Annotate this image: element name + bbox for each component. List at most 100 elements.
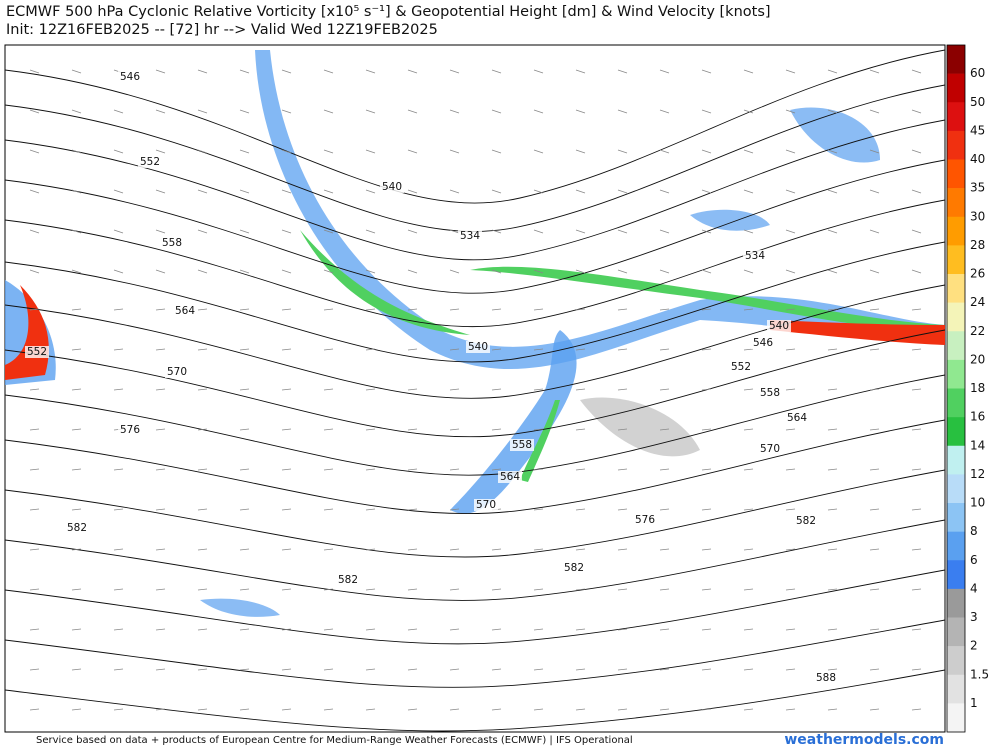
wind-arrow	[323, 588, 334, 591]
label-backdrop	[160, 237, 184, 249]
contour-label: 588	[816, 672, 836, 684]
wind-arrow	[491, 269, 502, 274]
contour-label: 540	[769, 320, 789, 332]
wind-arrow	[575, 628, 586, 631]
wind-arrow	[869, 149, 880, 154]
wind-arrow	[491, 588, 502, 591]
colorbar-label: 30	[970, 209, 985, 223]
colorbar-swatch	[947, 188, 965, 218]
wind-arrow	[911, 388, 922, 391]
wind-arrow	[911, 508, 922, 511]
colorbar-label: 50	[970, 95, 985, 109]
contour-label: 552	[27, 346, 47, 358]
wind-arrow	[701, 189, 712, 194]
wind-arrow	[743, 508, 754, 511]
label-backdrop	[165, 366, 189, 378]
colorbar-label: 22	[970, 324, 985, 338]
contour-label: 552	[731, 361, 751, 373]
wind-arrow	[869, 708, 880, 711]
label-backdrop	[767, 320, 791, 332]
contour-line	[4, 669, 946, 732]
wind-arrow	[827, 468, 838, 471]
wind-arrow	[575, 308, 586, 311]
wind-arrow	[323, 428, 334, 431]
wind-arrow	[155, 588, 166, 591]
wind-arrow	[911, 708, 922, 711]
wind-arrow	[869, 388, 880, 391]
wind-arrow	[701, 428, 712, 431]
wind-arrow	[239, 229, 250, 234]
wind-arrow	[659, 388, 670, 391]
wind-arrow	[29, 508, 40, 511]
wind-arrow	[281, 508, 292, 511]
wind-arrow	[785, 149, 796, 154]
wind-arrow	[155, 69, 166, 74]
wind-arrow	[911, 269, 922, 274]
contour-line	[4, 569, 946, 645]
contour-label: 552	[140, 156, 160, 168]
colorbar-swatch	[947, 73, 965, 103]
wind-arrow	[911, 468, 922, 471]
wind-arrow	[827, 149, 838, 154]
wind-arrow	[575, 708, 586, 711]
wind-arrow	[575, 109, 586, 114]
wind-arrow	[827, 308, 838, 311]
wind-arrow	[407, 548, 418, 551]
wind-arrow	[113, 348, 124, 351]
wind-arrow	[407, 269, 418, 274]
wind-arrow	[575, 388, 586, 391]
wind-arrow	[827, 348, 838, 351]
wind-arrow	[869, 69, 880, 74]
wind-arrow	[617, 548, 628, 551]
colorbar-label: 35	[970, 181, 985, 195]
wind-arrow	[323, 269, 334, 274]
wind-arrow	[617, 388, 628, 391]
contour-line	[4, 329, 946, 438]
contour-label: 570	[167, 366, 187, 378]
vorticity-blob	[200, 598, 280, 617]
wind-arrow	[113, 668, 124, 671]
wind-arrow	[449, 229, 460, 234]
colorbar-swatch	[947, 274, 965, 303]
colorbar-frame	[946, 44, 966, 733]
wind-arrow	[239, 348, 250, 351]
wind-arrow	[323, 508, 334, 511]
wind-arrow	[197, 508, 208, 511]
contour-label: 558	[760, 387, 780, 399]
wind-arrow	[827, 428, 838, 431]
wind-arrow	[827, 189, 838, 194]
wind-arrow	[281, 548, 292, 551]
wind-arrow	[155, 149, 166, 154]
label-backdrop	[25, 346, 49, 358]
wind-arrow	[365, 189, 376, 194]
contour-line	[4, 241, 946, 363]
wind-arrow	[659, 149, 670, 154]
wind-arrow	[239, 269, 250, 274]
contour-label: 570	[760, 443, 780, 455]
wind-arrow	[743, 149, 754, 154]
wind-arrow	[449, 109, 460, 114]
wind-arrow	[533, 508, 544, 511]
label-backdrop	[138, 156, 162, 168]
wind-arrow	[911, 348, 922, 351]
wind-arrow	[491, 668, 502, 671]
wind-arrow	[71, 109, 82, 114]
wind-arrow	[281, 109, 292, 114]
colorbar-swatch	[947, 388, 965, 418]
site-link: weathermodels.com	[784, 732, 944, 748]
wind-arrow	[281, 269, 292, 274]
contour-label: 558	[512, 439, 532, 451]
wind-arrow	[575, 668, 586, 671]
wind-arrow	[533, 149, 544, 154]
wind-arrow	[407, 708, 418, 711]
wind-arrow	[701, 269, 712, 274]
wind-arrow	[239, 548, 250, 551]
wind-arrow	[701, 308, 712, 311]
colorbar-swatch	[947, 216, 965, 246]
wind-arrow	[71, 428, 82, 431]
wind-arrow	[197, 149, 208, 154]
wind-arrow	[323, 628, 334, 631]
wind-arrow	[323, 708, 334, 711]
wind-arrow	[659, 348, 670, 351]
